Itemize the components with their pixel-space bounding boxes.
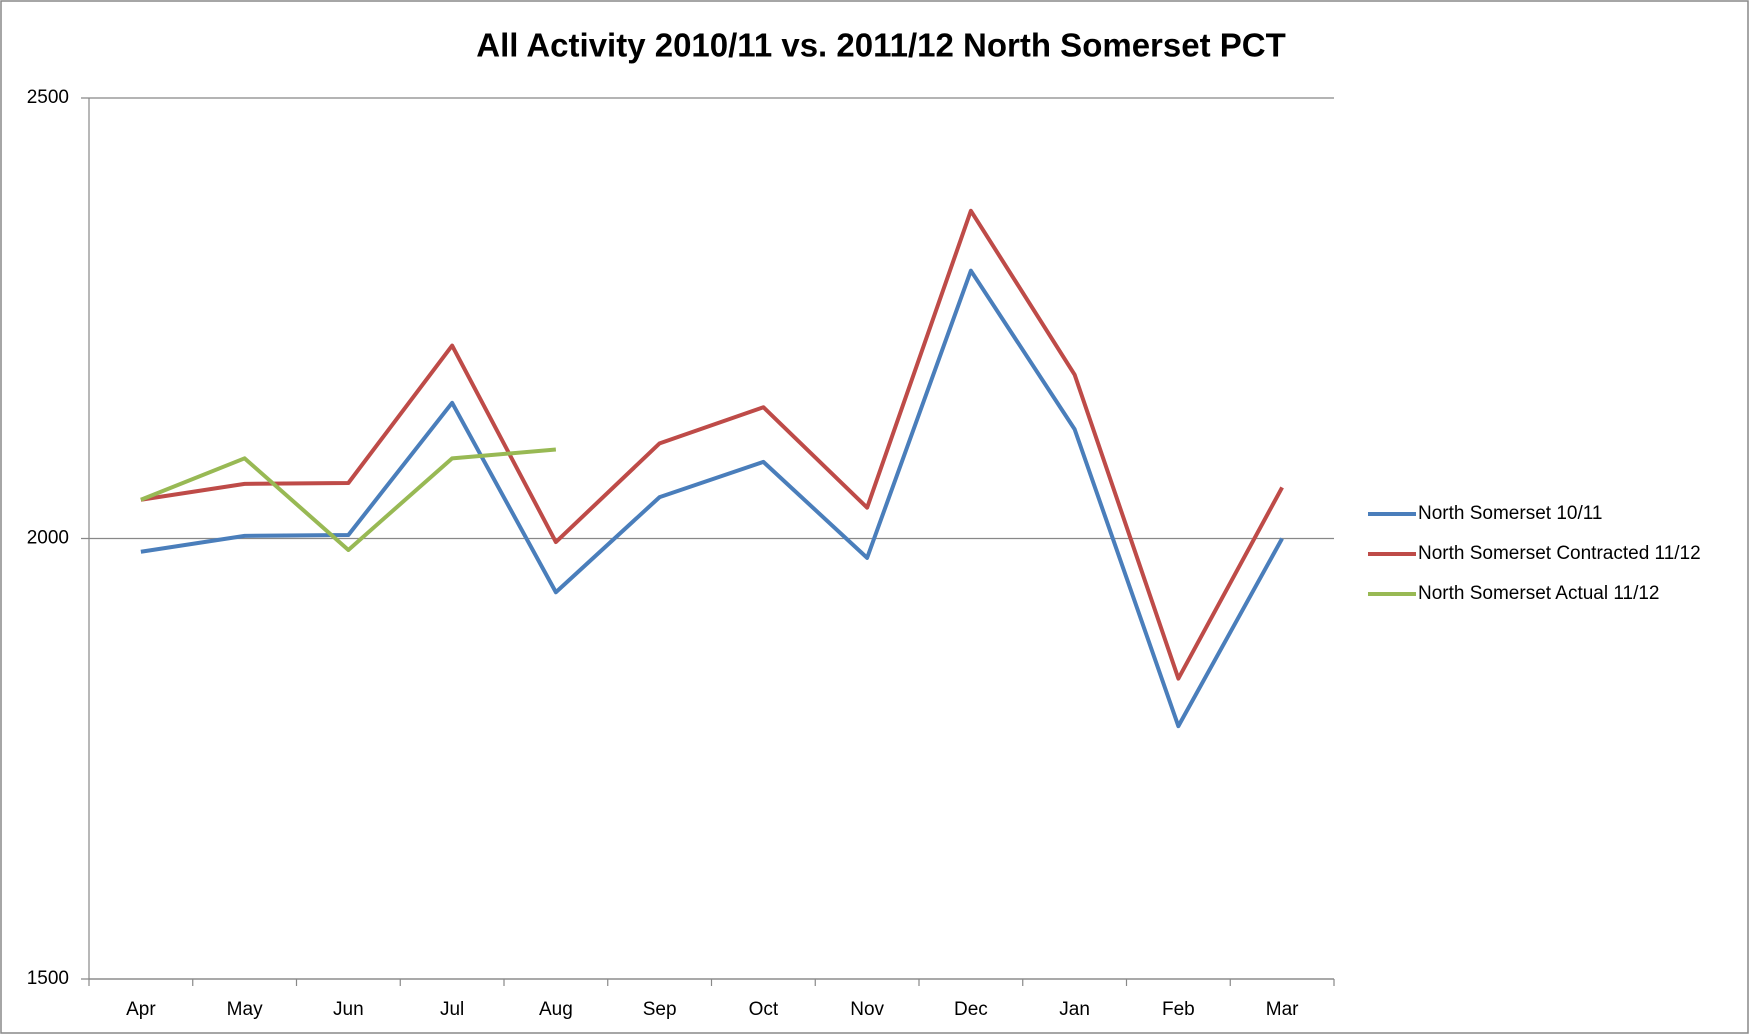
y-tick-label: 2500 <box>27 87 69 108</box>
legend-label: North Somerset Actual 11/12 <box>1418 583 1660 604</box>
y-tick-label: 1500 <box>27 968 69 989</box>
chart-title: All Activity 2010/11 vs. 2011/12 North S… <box>476 27 1286 64</box>
x-tick-label: Oct <box>749 999 779 1020</box>
legend-label: North Somerset 10/11 <box>1418 503 1602 524</box>
y-tick-label: 2000 <box>27 528 69 549</box>
series-line <box>140 208 1284 681</box>
x-tick-label: Sep <box>643 999 677 1020</box>
x-tick-label: Nov <box>850 999 884 1020</box>
x-tick-label: Jan <box>1059 999 1090 1020</box>
legend-label: North Somerset Contracted 11/12 <box>1418 543 1701 564</box>
x-tick-label: May <box>227 999 263 1020</box>
x-tick-label: Mar <box>1266 999 1299 1020</box>
x-tick-label: Apr <box>126 999 156 1020</box>
x-tick-label: Dec <box>954 999 988 1020</box>
x-tick-label: Jul <box>440 999 464 1020</box>
x-tick-label: Aug <box>539 999 573 1020</box>
x-tick-label: Jun <box>333 999 364 1020</box>
x-tick-label: Feb <box>1162 999 1195 1020</box>
series-line <box>140 447 557 552</box>
